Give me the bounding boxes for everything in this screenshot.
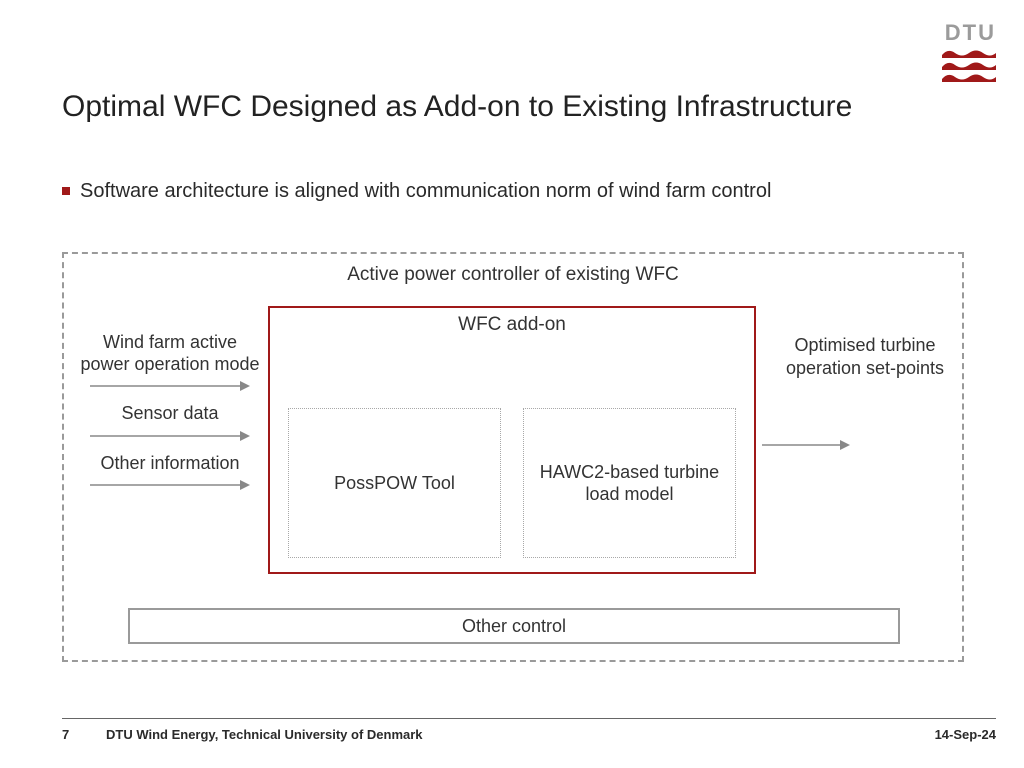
inner-box-row: PossPOW Tool HAWC2-based turbine load mo… [288,408,736,558]
input-item: Other information [76,453,264,497]
input-labels: Wind farm active power operation mode Se… [76,332,264,502]
wave-icon [942,48,996,58]
dtu-logo-text: DTU [936,22,996,44]
input-item: Sensor data [76,403,264,447]
hawc2-box: HAWC2-based turbine load model [523,408,736,558]
wfc-addon-box: WFC add-on PossPOW Tool HAWC2-based turb… [268,306,756,574]
page-number: 7 [62,727,106,742]
architecture-diagram: Active power controller of existing WFC … [62,252,964,662]
footer-org: DTU Wind Energy, Technical University of… [106,727,935,742]
wave-icon [942,60,996,70]
arrow-icon [76,375,264,397]
footer-date: 14-Sep-24 [935,727,996,742]
input-label: Other information [76,453,264,475]
arrow-icon [76,425,264,447]
bullet-text: Software architecture is aligned with co… [80,178,942,204]
dtu-logo: DTU [936,22,996,82]
bullet-marker-icon [62,187,70,195]
bullet-item: Software architecture is aligned with co… [62,178,942,204]
slide-footer: 7 DTU Wind Energy, Technical University … [62,718,996,742]
input-label: Sensor data [76,403,264,425]
slide-title: Optimal WFC Designed as Add-on to Existi… [62,88,882,126]
input-item: Wind farm active power operation mode [76,332,264,397]
other-control-box: Other control [128,608,900,644]
posspow-box: PossPOW Tool [288,408,501,558]
addon-label: WFC add-on [270,314,754,336]
output-label: Optimised turbine operation set-points [780,334,950,379]
input-label: Wind farm active power operation mode [76,332,264,375]
wave-icon [942,72,996,82]
arrow-icon [76,474,264,496]
dtu-logo-waves [936,48,996,82]
outer-box-label: Active power controller of existing WFC [64,264,962,286]
output-arrow-icon [762,438,850,460]
